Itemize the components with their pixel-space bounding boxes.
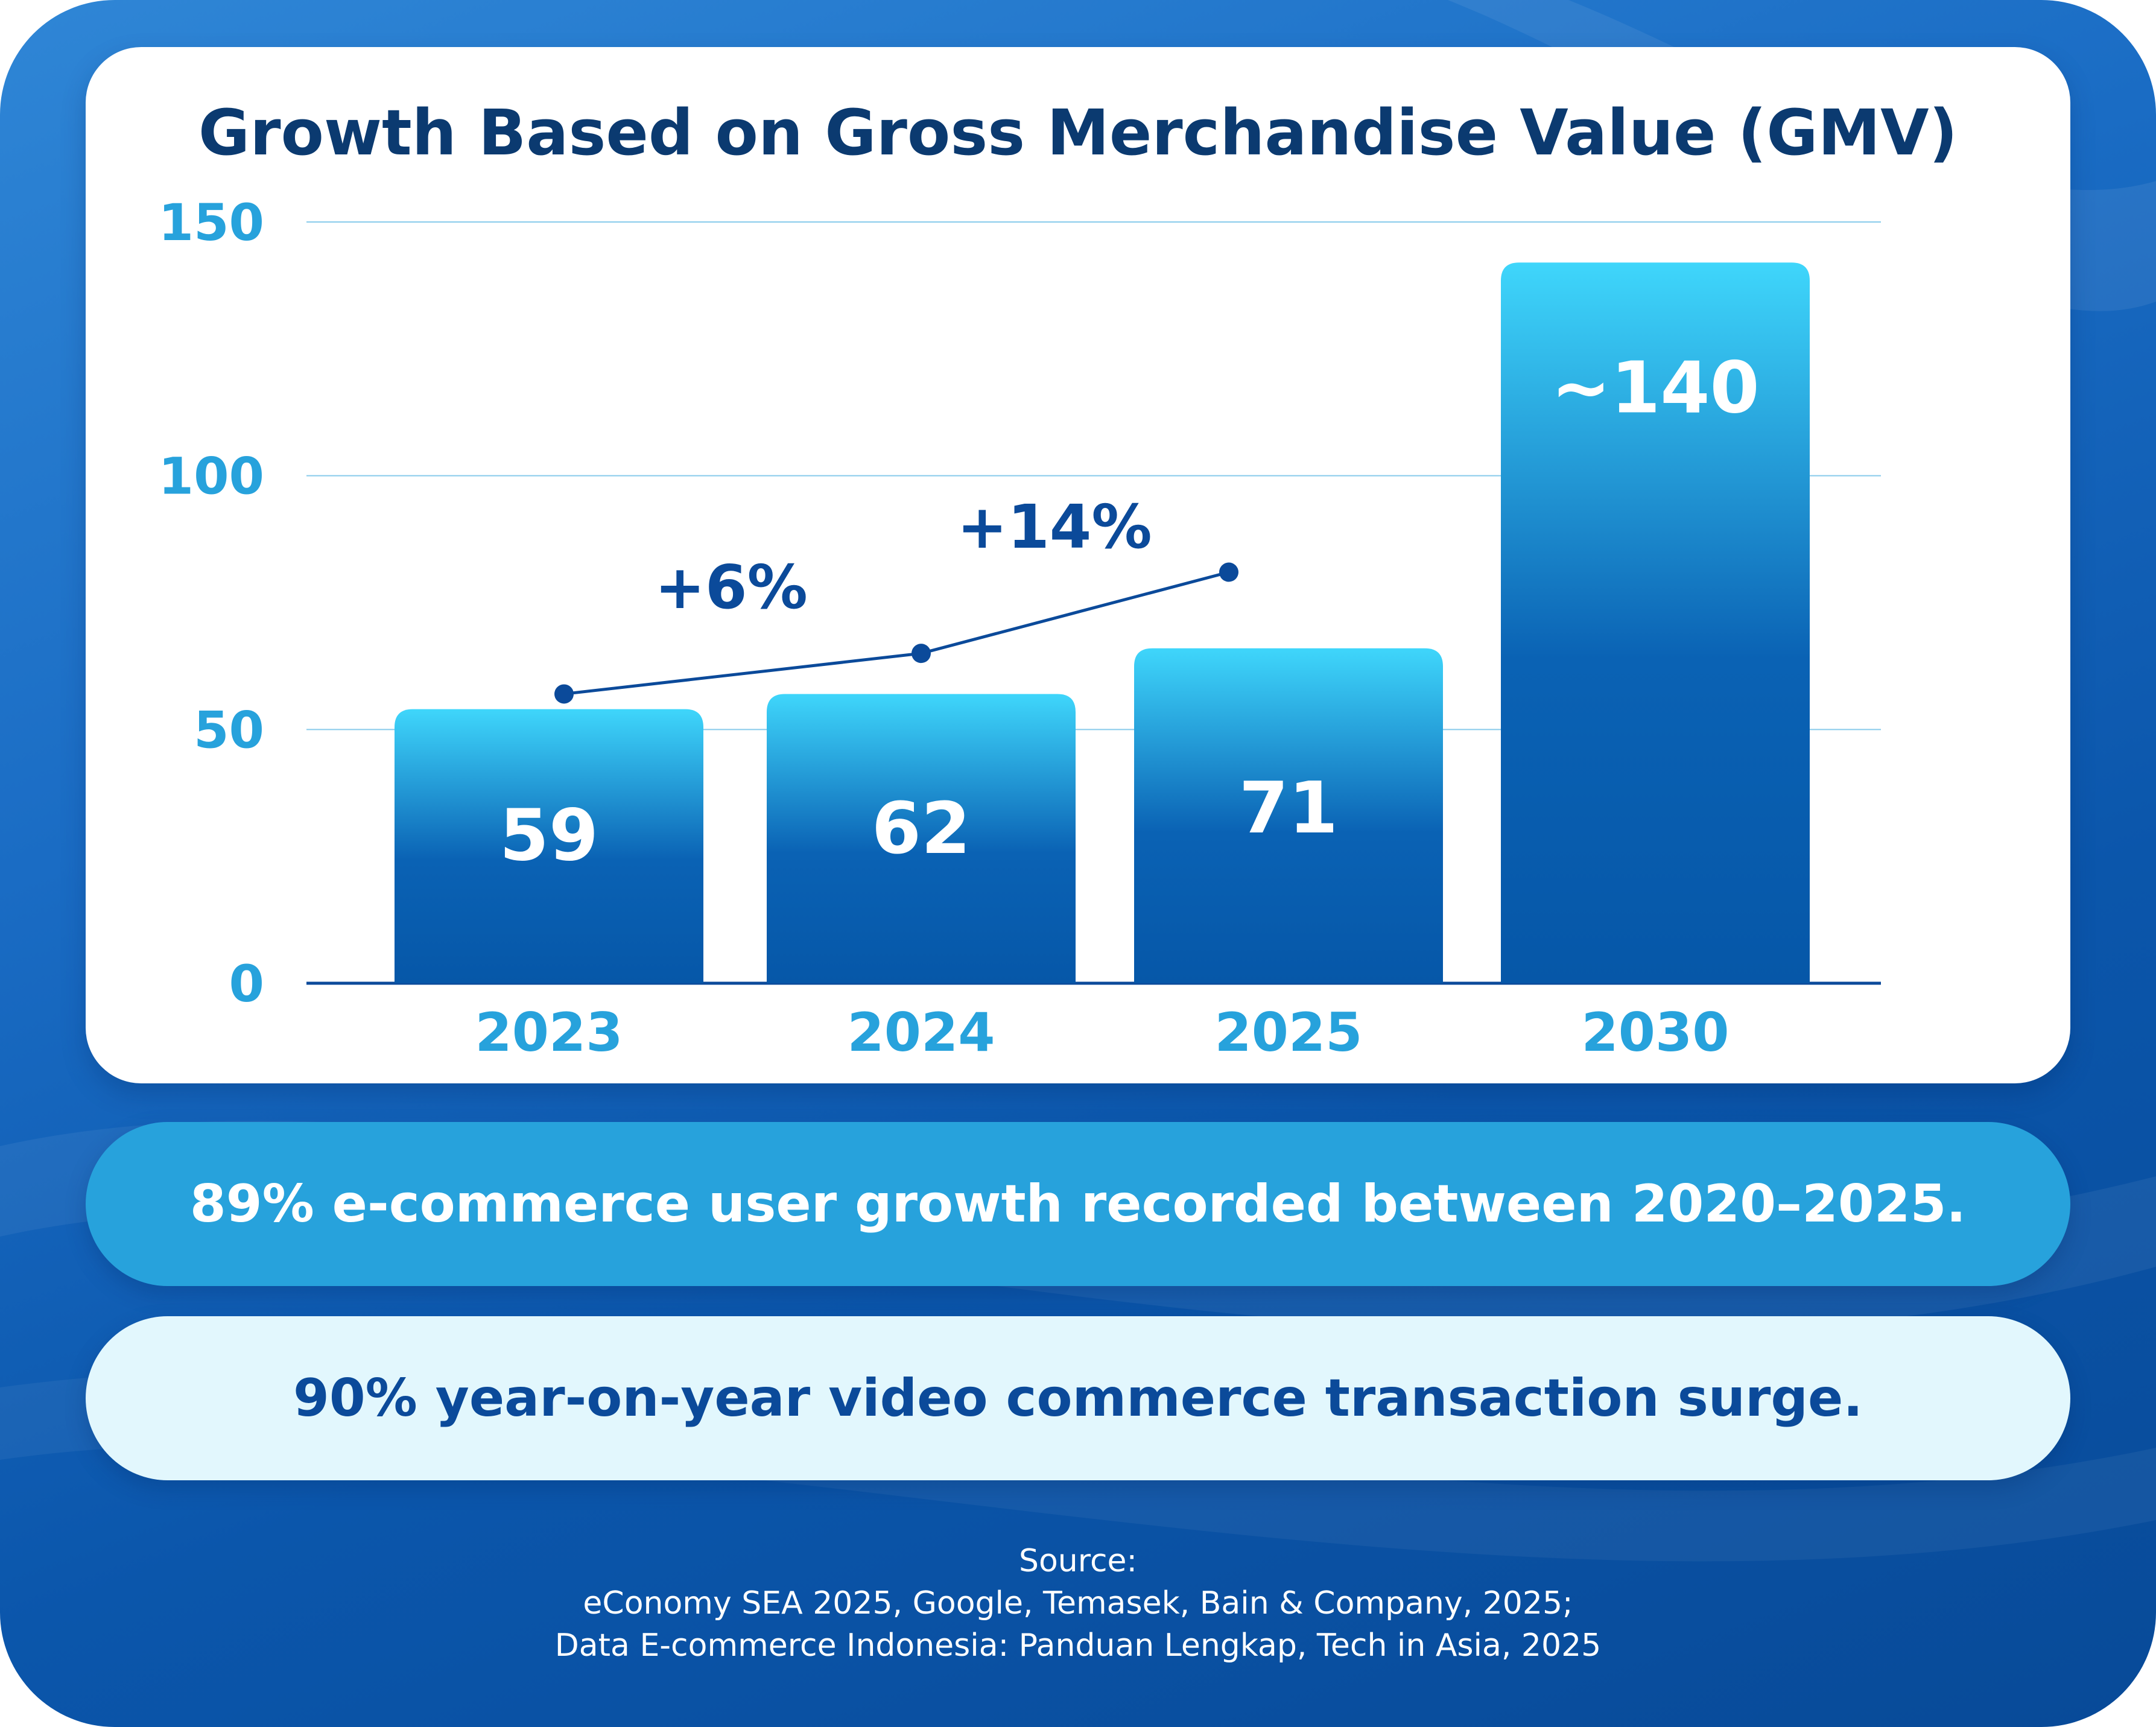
- x-tick-label-2025: 2025: [1215, 1001, 1363, 1063]
- y-tick-label-150: 150: [159, 193, 264, 252]
- chart-title: Growth Based on Gross Merchandise Value …: [198, 96, 1958, 170]
- bar-2025: [1134, 648, 1443, 983]
- y-tick-label-0: 0: [229, 954, 264, 1013]
- bar-value-label-2023: 59: [499, 794, 598, 877]
- y-tick-label-100: 100: [159, 447, 264, 506]
- source-line-1: eConomy SEA 2025, Google, Temasek, Bain …: [583, 1585, 1573, 1621]
- y-tick-label-50: 50: [194, 700, 264, 759]
- bar-value-label-2024: 62: [872, 787, 971, 870]
- source-line-2: Data E-commerce Indonesia: Panduan Lengk…: [554, 1627, 1602, 1664]
- video-commerce-highlight: 90% year-on-year video commerce transact…: [86, 1316, 2070, 1480]
- source-heading: Source:: [1018, 1543, 1138, 1579]
- x-tick-label-2030: 2030: [1582, 1001, 1730, 1063]
- x-tick-label-2024: 2024: [848, 1001, 995, 1063]
- bar-value-label-2030: ~140: [1551, 346, 1759, 429]
- growth-label-1: +6%: [655, 552, 808, 623]
- growth-point-2025: [1219, 562, 1238, 582]
- growth-point-2023: [554, 684, 574, 704]
- bar-2023: [395, 709, 703, 983]
- bar-2030: [1501, 262, 1810, 984]
- user-growth-highlight: 89% e-commerce user growth recorded betw…: [86, 1122, 2070, 1286]
- source-note: Source: eConomy SEA 2025, Google, Temase…: [0, 1540, 2156, 1667]
- bar-value-label-2025: 71: [1239, 766, 1338, 849]
- growth-point-2024: [912, 644, 931, 664]
- bar-2024: [767, 694, 1076, 983]
- growth-label-2: +14%: [957, 492, 1152, 562]
- x-tick-label-2023: 2023: [475, 1001, 623, 1063]
